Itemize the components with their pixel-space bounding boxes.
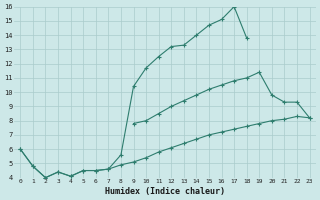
X-axis label: Humidex (Indice chaleur): Humidex (Indice chaleur) bbox=[105, 187, 225, 196]
